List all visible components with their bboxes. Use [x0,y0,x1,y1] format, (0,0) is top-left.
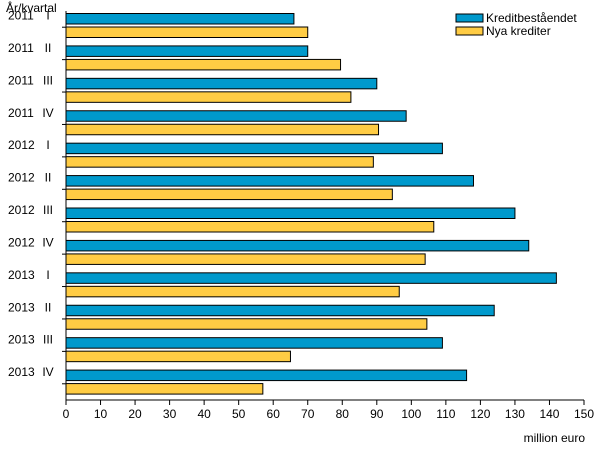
bar-kreditbestandet-2011-IV [65,110,407,122]
x-tick-label: 90 [370,407,384,421]
x-tick-label: 110 [436,407,455,421]
x-axis: 0 10 20 30 40 50 60 70 80 90 100 110 120 130 140 150 [63,11,594,421]
x-tick-label: 40 [197,407,211,421]
category-year-label: 2013 [8,268,35,282]
bar-nya-krediter-2011-IV [65,123,380,136]
category-year-label: 2013 [8,365,35,379]
x-tick-label: 0 [63,407,70,421]
bar-kreditbestandet-2011-I [65,13,295,25]
bar-nya-krediter-2013-I [65,285,400,298]
bar-kreditbestandet-2013-III [65,337,443,349]
bar-kreditbestandet-2013-II [65,304,495,317]
category-quarter-label: IV [42,235,53,249]
x-axis-title: million euro [524,431,586,445]
bar-kreditbestandet-2012-II [65,175,474,187]
category-quarter-label: I [46,268,49,282]
x-tick-label: 120 [470,407,490,421]
x-tick-label: 70 [301,407,315,421]
bar-nya-krediter-2013-II [65,318,428,330]
category-quarter-label: II [45,41,52,55]
plot-area [65,13,557,395]
bar-kreditbestandet-2011-II [65,45,309,57]
category-year-label: 2012 [8,203,35,217]
x-tick-label: 60 [267,407,281,421]
category-quarter-label: III [43,73,53,87]
category-quarter-label: II [45,300,52,314]
category-year-label: 2012 [8,171,35,185]
x-tick-label: 100 [401,407,421,421]
legend-label: Kreditbeståendet [486,11,577,25]
bar-nya-krediter-2012-I [65,156,374,168]
category-year-label: 2013 [8,300,35,314]
category-quarter-label: III [43,333,53,347]
legend-label: Nya krediter [486,24,551,38]
y-axis-title: År/kvartal [6,0,57,15]
bar-kreditbestandet-2012-I [65,142,443,155]
x-tick-label: 150 [574,407,594,421]
category-year-label: 2013 [8,333,35,347]
x-tick-label: 10 [94,407,108,421]
bar-nya-krediter-2011-III [65,91,352,103]
legend-swatch [455,13,484,23]
bar-nya-krediter-2011-II [65,58,342,71]
category-year-label: 2011 [8,9,34,23]
category-year-label: 2011 [8,73,34,87]
category-quarter-label: II [45,171,52,185]
category-year-label: 2012 [8,235,35,249]
bar-nya-krediter-2011-I [65,26,309,38]
x-tick-label: 140 [539,407,559,421]
x-tick-label: 80 [336,407,350,421]
bar-nya-krediter-2012-III [65,221,435,233]
bar-kreditbestandet-2012-IV [65,239,530,252]
bar-nya-krediter-2013-III [65,350,291,363]
x-tick-label: 50 [232,407,246,421]
x-tick-label: 30 [163,407,177,421]
category-year-label: 2012 [8,138,35,152]
x-tick-label: 20 [128,407,142,421]
bar-nya-krediter-2013-IV [65,383,264,395]
category-quarter-label: III [43,203,53,217]
legend-swatch [455,26,484,36]
category-year-label: 2011 [8,106,34,120]
category-quarter-label: I [46,138,49,152]
bar-kreditbestandet-2012-III [65,207,516,219]
bar-kreditbestandet-2013-IV [65,369,468,382]
bar-kreditbestandet-2013-I [65,272,557,284]
bar-kreditbestandet-2011-III [65,77,378,90]
category-quarter-label: I [46,9,49,23]
category-quarter-label: IV [42,106,53,120]
bar-nya-krediter-2012-IV [65,253,426,265]
category-quarter-label: IV [42,365,53,379]
x-tick-label: 130 [505,407,525,421]
category-year-label: 2011 [8,41,34,55]
bar-nya-krediter-2012-II [65,188,393,201]
